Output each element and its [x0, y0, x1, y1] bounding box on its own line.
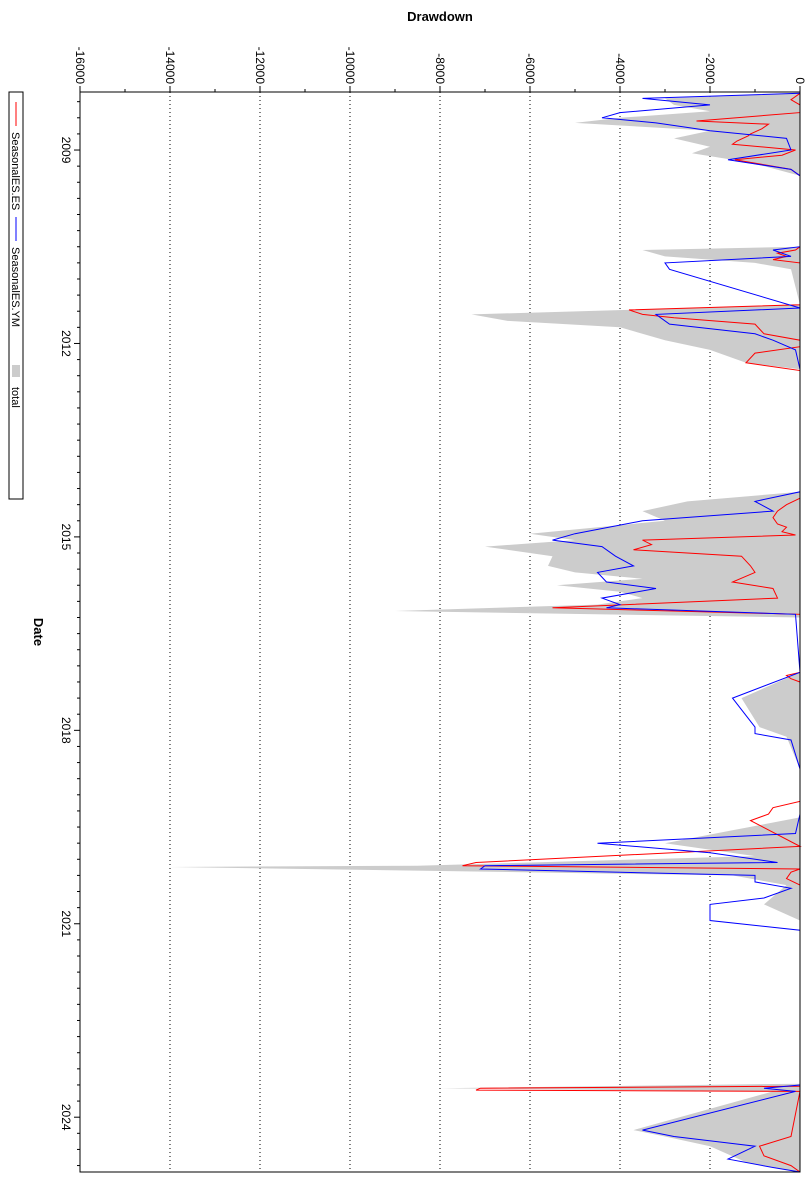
value-tick-label: -16000: [73, 47, 87, 85]
legend-seasonales-es-label: SeasonalES.ES: [9, 132, 21, 210]
value-tick-label: -12000: [253, 47, 267, 85]
value-tick-label: -4000: [613, 53, 627, 84]
value-axis-title: Drawdown: [407, 9, 473, 24]
legend: SeasonalES.ES SeasonalES.YM total: [8, 91, 24, 500]
value-tick-label: -10000: [343, 47, 357, 85]
legend-total-swatch: [12, 365, 20, 377]
legend-total-label: total: [9, 387, 21, 408]
date-tick-label: 2015: [59, 524, 73, 551]
date-tick-label: 2018: [59, 717, 73, 744]
legend-seasonales-ym-label: SeasonalES.YM: [9, 247, 21, 327]
date-tick-label: 2012: [59, 330, 73, 357]
series-seasonales-es-line: [462, 92, 802, 1173]
date-axis-title: Date: [31, 618, 46, 646]
value-tick-label: -8000: [433, 53, 447, 84]
value-axis-ticks: 0 -2000 -4000 -6000 -8000 -10000 -12000 -14000 -…: [73, 47, 807, 92]
value-tick-label: -14000: [163, 47, 177, 85]
legend-box: [8, 91, 24, 500]
date-axis-ticks: 2009 2012 2015 2018 2021 2024: [59, 101, 80, 1167]
grid-lines: [169, 92, 711, 1172]
value-tick-label: 0: [793, 77, 807, 84]
value-tick-label: -6000: [523, 53, 537, 84]
date-tick-label: 2024: [59, 1104, 73, 1131]
date-tick-label: 2021: [59, 910, 73, 937]
date-tick-label: 2009: [59, 137, 73, 164]
value-tick-label: -2000: [703, 53, 717, 84]
